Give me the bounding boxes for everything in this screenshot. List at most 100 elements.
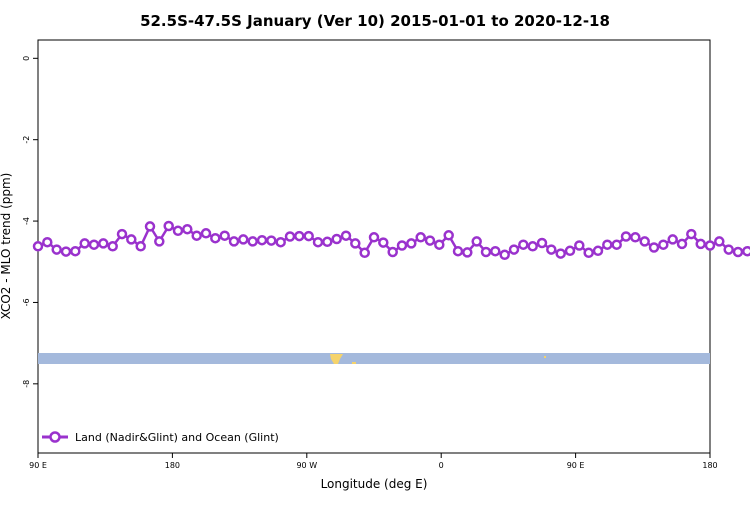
- data-point: [32, 241, 44, 252]
- data-point: [443, 230, 454, 241]
- series-layer: [32, 220, 750, 261]
- data-point: [406, 238, 417, 249]
- data-point: [247, 236, 258, 247]
- x-tick-label: 90 E: [567, 461, 585, 470]
- data-point: [228, 236, 240, 247]
- data-point: [210, 232, 221, 244]
- data-point: [154, 236, 165, 247]
- x-tick-label: 180: [702, 461, 717, 470]
- data-point: [620, 231, 632, 242]
- x-tick-label: 90 W: [296, 461, 317, 470]
- land-ocean-band: [38, 353, 710, 364]
- data-point: [70, 245, 81, 257]
- data-point: [704, 240, 716, 251]
- data-point: [322, 236, 333, 248]
- data-point: [368, 232, 380, 243]
- data-point: [592, 245, 604, 257]
- x-tick-label: 0: [439, 461, 444, 470]
- data-point: [555, 248, 566, 259]
- x-tick-label: 180: [165, 461, 180, 470]
- data-point: [312, 236, 324, 248]
- x-axis: 90 E 180 90 W 0 90 E 180: [29, 453, 718, 470]
- data-point: [480, 246, 492, 258]
- data-point: [611, 239, 622, 250]
- data-point: [51, 244, 62, 255]
- data-point: [396, 240, 408, 251]
- data-point: [163, 220, 174, 232]
- data-point: [359, 247, 370, 259]
- data-point: [695, 238, 706, 250]
- data-point: [471, 236, 482, 247]
- data-point: [527, 241, 538, 252]
- south-america-marker: [330, 354, 343, 364]
- island-marker: [352, 362, 356, 364]
- data-point: [107, 241, 118, 252]
- data-point: [723, 244, 734, 255]
- data-point: [415, 232, 426, 243]
- data-point: [238, 234, 249, 245]
- data-point: [294, 230, 305, 242]
- data-point: [200, 228, 212, 239]
- data-point: [424, 235, 436, 246]
- chart-title: 52.5S-47.5S January (Ver 10) 2015-01-01 …: [140, 12, 610, 30]
- island-marker: [544, 356, 546, 358]
- y-tick-label: -6: [22, 298, 31, 306]
- data-point: [116, 228, 128, 240]
- data-point: [266, 235, 277, 246]
- data-point: [490, 245, 501, 257]
- data-point: [602, 239, 613, 250]
- data-point: [340, 230, 352, 241]
- y-axis: 0 -2 -4 -6 -8: [22, 56, 38, 388]
- data-point: [331, 233, 342, 245]
- legend-label: Land (Nadir&Glint) and Ocean (Glint): [75, 431, 279, 444]
- data-point: [714, 236, 725, 247]
- data-point: [574, 240, 585, 251]
- data-point: [667, 234, 678, 245]
- data-point: [434, 239, 445, 250]
- legend: Land (Nadir&Glint) and Ocean (Glint): [42, 431, 279, 444]
- y-tick-label: -2: [22, 136, 31, 144]
- data-point: [88, 239, 100, 250]
- data-point: [639, 236, 650, 247]
- data-point: [518, 239, 529, 250]
- data-point: [676, 238, 688, 250]
- data-point: [275, 236, 286, 248]
- data-point: [42, 236, 53, 248]
- data-point: [630, 232, 641, 243]
- y-axis-label: XCO2 - MLO trend (ppm): [0, 173, 13, 320]
- data-point: [742, 245, 750, 257]
- data-point: [452, 245, 464, 257]
- data-point: [378, 237, 389, 248]
- data-point: [583, 247, 594, 259]
- x-tick-label: 90 E: [29, 461, 47, 470]
- data-point: [256, 234, 268, 246]
- data-point: [98, 238, 109, 249]
- data-point: [144, 221, 156, 232]
- data-point: [135, 241, 146, 252]
- data-point: [219, 230, 230, 241]
- data-point: [564, 245, 576, 257]
- data-point: [462, 247, 473, 258]
- data-point: [508, 244, 520, 255]
- data-point: [350, 238, 361, 249]
- y-tick-label: -8: [22, 380, 31, 388]
- data-point: [658, 239, 669, 250]
- y-tick-label: 0: [22, 56, 31, 61]
- data-point: [546, 244, 557, 255]
- data-point: [182, 223, 193, 235]
- data-point: [126, 234, 137, 245]
- data-point: [191, 230, 202, 241]
- data-point: [284, 231, 296, 242]
- data-point: [686, 228, 697, 240]
- data-point: [303, 230, 314, 242]
- data-point: [387, 246, 398, 258]
- surface-type-strip: [38, 353, 710, 364]
- data-point: [172, 225, 184, 237]
- data-point: [60, 246, 72, 257]
- x-axis-label: Longitude (deg E): [321, 477, 428, 491]
- data-point: [648, 242, 660, 253]
- data-point: [79, 238, 90, 249]
- data-point: [732, 246, 744, 258]
- data-point: [536, 237, 548, 249]
